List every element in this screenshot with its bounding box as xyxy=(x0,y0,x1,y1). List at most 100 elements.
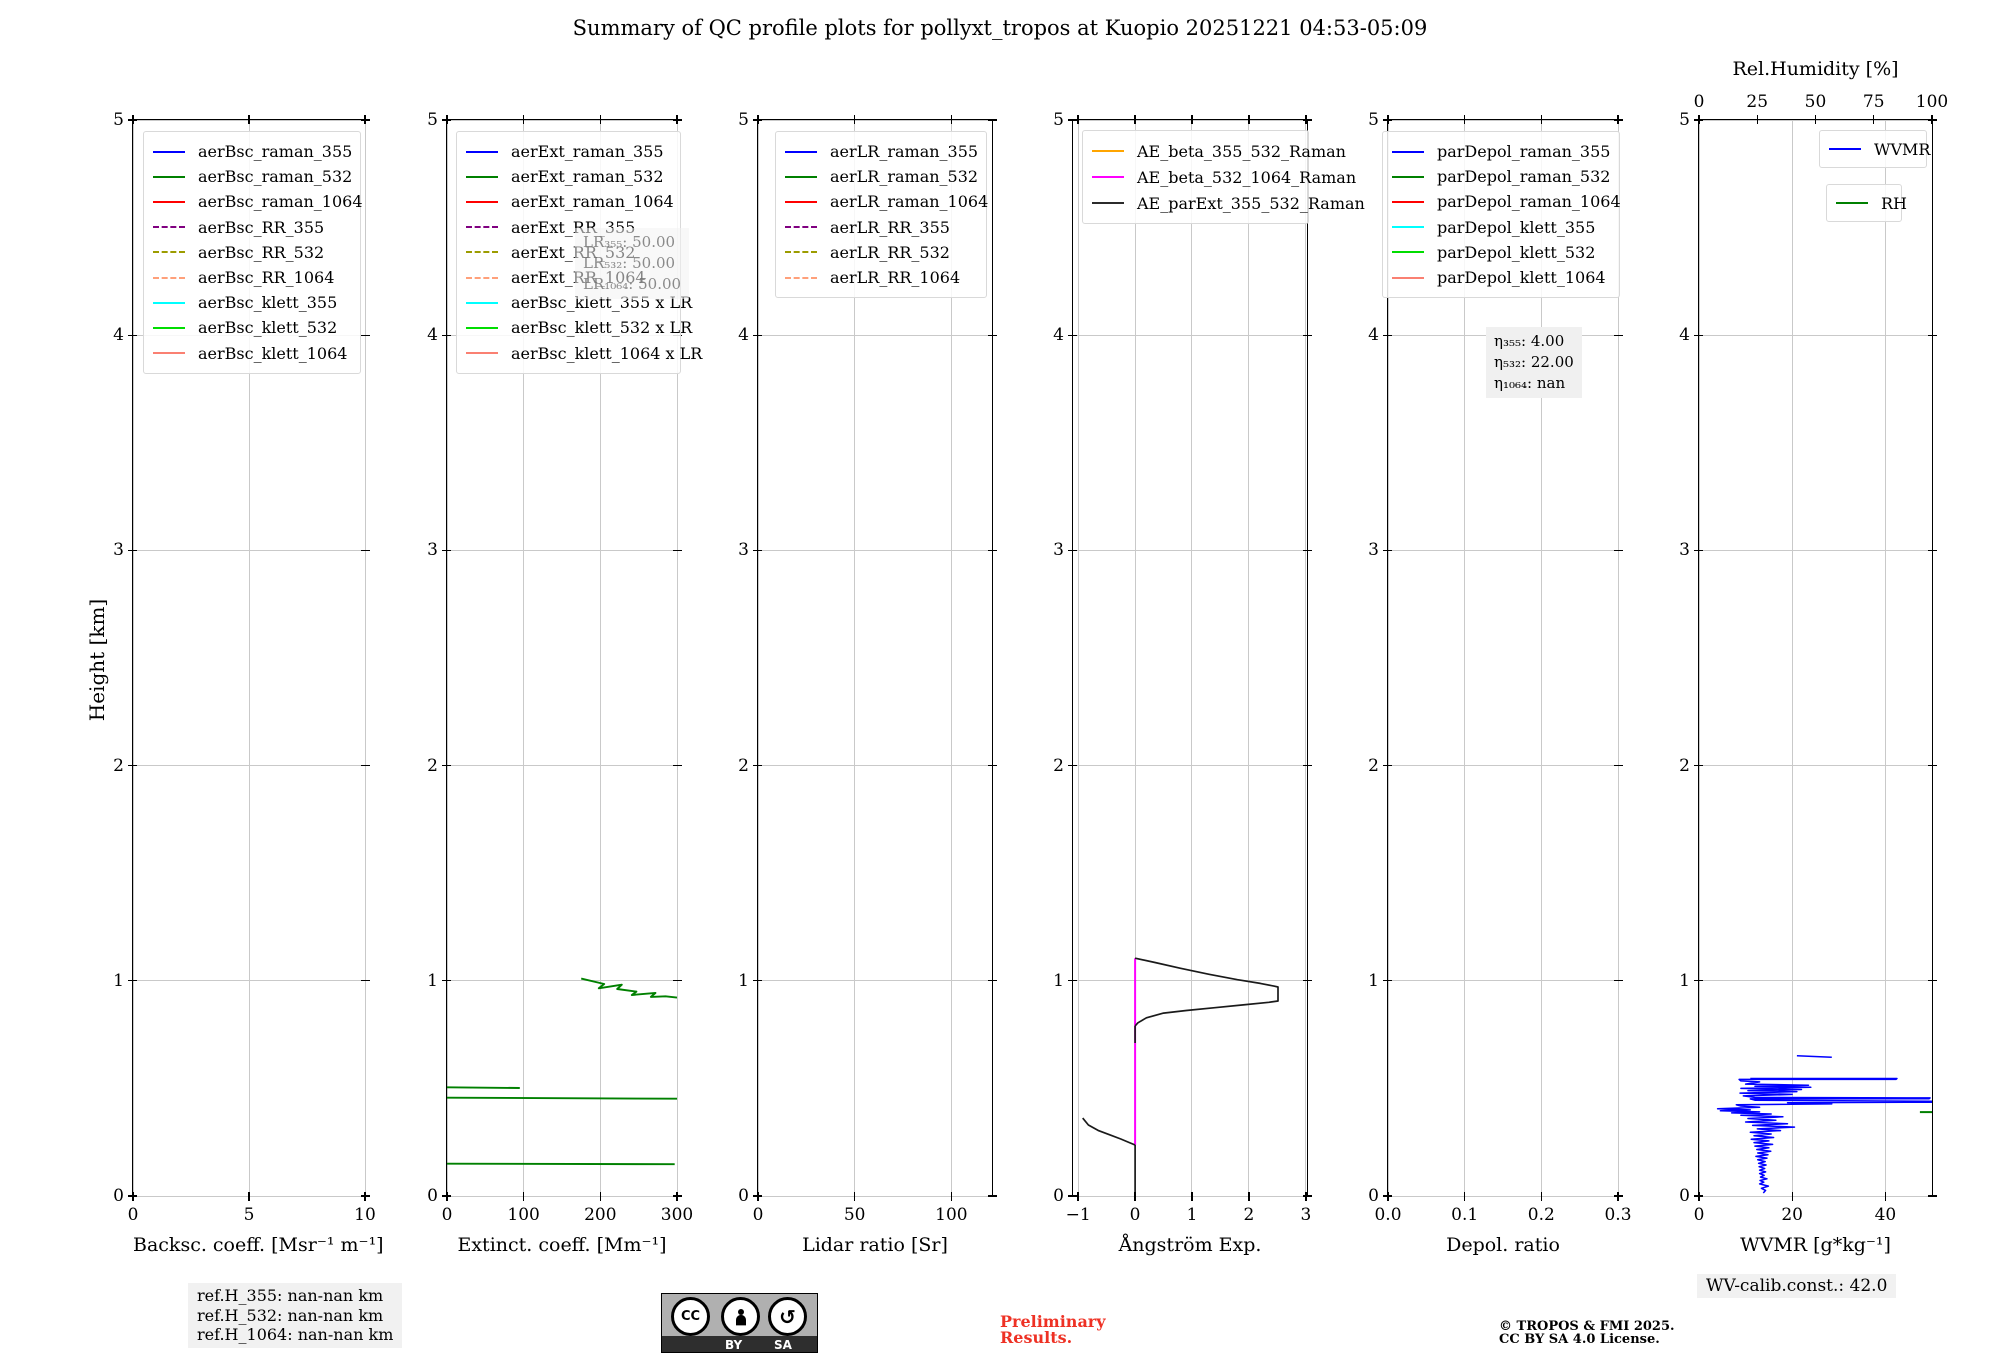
legend-entry-label: parDepol_raman_532 xyxy=(1437,167,1611,187)
y-tick-label: 4 xyxy=(738,325,749,346)
xlabel-backscatter: Backsc. coeff. [Msr⁻¹ m⁻¹] xyxy=(133,1234,384,1256)
x-tick-label: 0.0 xyxy=(1374,1205,1402,1225)
y-tick-mark xyxy=(1068,1195,1077,1197)
legend-entry: aerBsc_klett_532 xyxy=(153,315,351,340)
y-tick-mark xyxy=(1383,980,1392,982)
panel-wvmr: 0 20 40 0 1 2 3 4 5 WVMR [g*kg⁻¹] Rel.Humidity [%]… xyxy=(1679,58,1948,1256)
y-tick-mark xyxy=(753,1195,762,1197)
y-tick-mark xyxy=(1383,549,1392,552)
plot-area-extinction xyxy=(447,977,677,1166)
panel-lidar-ratio: 0 50 100 0 1 2 3 4 5 Lidar ratio [Sr] aerLR_raman_… xyxy=(738,110,997,1256)
y-tick-label: 4 xyxy=(1368,325,1379,346)
y-tick-label: 5 xyxy=(1368,110,1379,130)
gridline-y xyxy=(758,980,992,982)
y-tick-label: 5 xyxy=(1679,110,1690,130)
legend-entry: WVMR xyxy=(1829,138,1930,160)
panel-backscatter: 0 5 10 0 1 2 3 4 5 Backsc. coeff. [Msr⁻¹ m⁻¹] aerB… xyxy=(113,110,383,1256)
x-tick-label: 3 xyxy=(1300,1205,1312,1225)
solid-line-sample xyxy=(153,175,185,178)
ref-h-532: ref.H_532: nan-nan km xyxy=(197,1305,384,1325)
legend-entry: aerBsc_klett_355 xyxy=(153,290,351,315)
depol-calibration-constants: η₃₅₅: 4.00 η₅₃₂: 22.00 η₁₀₆₄: nan xyxy=(1486,327,1582,398)
top-tick-mark xyxy=(1191,115,1193,124)
legend-entry: aerBsc_raman_1064 xyxy=(153,189,363,214)
y-tick-mark xyxy=(1383,1195,1392,1197)
legend-entry-label: aerExt_raman_1064 xyxy=(511,192,674,212)
legend-entry: aerLR_raman_1064 xyxy=(785,189,988,214)
y-tick-mark xyxy=(1694,334,1703,336)
y-tick-mark-right xyxy=(1928,1195,1937,1197)
top-tick-label: 75 xyxy=(1862,92,1885,112)
y-tick-label: 3 xyxy=(113,540,124,561)
y-tick-label: 4 xyxy=(1053,325,1064,346)
y-tick-mark-right xyxy=(988,1195,997,1197)
legend-entry-label: parDepol_klett_532 xyxy=(1437,242,1596,262)
legend-entry-label: parDepol_klett_355 xyxy=(1437,217,1596,237)
y-tick-mark xyxy=(442,119,451,121)
annotation-line: η₅₃₂: 22.00 xyxy=(1494,353,1574,371)
series-AE_parExt_355_532_Raman xyxy=(1082,1117,1136,1146)
x-tick-mark xyxy=(1884,1192,1887,1201)
dashed-line-sample xyxy=(785,251,817,254)
y-tick-mark xyxy=(1694,1195,1703,1197)
y-tick-mark-right xyxy=(1614,1195,1623,1197)
x-tick-mark xyxy=(1191,1192,1193,1201)
top-tick-mark xyxy=(1464,115,1466,124)
series-WVMR xyxy=(1796,1054,1832,1058)
legend-entry: aerBsc_raman_355 xyxy=(153,139,352,164)
gridline-y xyxy=(1073,549,1307,551)
y-tick-label: 5 xyxy=(427,110,438,130)
y-tick-mark xyxy=(1068,549,1077,552)
solid-line-sample xyxy=(1836,202,1868,204)
legend-entry: aerExt_raman_355 xyxy=(466,139,671,164)
preliminary-results-note: Preliminary Results. xyxy=(1000,1312,1106,1347)
solid-line-sample xyxy=(1392,276,1424,279)
gridline-x xyxy=(364,120,366,1196)
y-tick-label: 2 xyxy=(427,755,438,776)
solid-line-sample xyxy=(1392,150,1424,153)
gridline-x xyxy=(132,120,134,1196)
gridline-y xyxy=(1699,980,1932,982)
legend-entry-label: parDepol_klett_1064 xyxy=(1437,268,1606,288)
legend-entry: aerExt_raman_1064 xyxy=(466,189,674,214)
solid-line-sample xyxy=(466,175,498,178)
y-tick-mark-right xyxy=(1303,1195,1312,1197)
solid-line-sample xyxy=(153,326,185,329)
panel-extinction: 0 100 200 300 0 1 2 3 4 5 Extinct. coeff. [Mm⁻¹] ae… xyxy=(427,110,702,1256)
legend-entry-label: RH xyxy=(1881,193,1907,213)
legend-entry-label: AE_parExt_355_532_Raman xyxy=(1137,193,1365,213)
dashed-line-sample xyxy=(153,251,185,254)
legend-entry: aerLR_RR_1064 xyxy=(785,265,977,290)
legend-entry: aerBsc_klett_1064 xyxy=(153,341,351,366)
y-tick-label: 0 xyxy=(738,1186,749,1206)
plot-area-wvmr xyxy=(1716,1054,1932,1194)
legend-entry-label: AE_beta_355_532_Raman xyxy=(1137,141,1346,161)
y-tick-label: 1 xyxy=(427,970,438,991)
legend-entry: parDepol_klett_1064 xyxy=(1392,265,1610,290)
x-tick-label: 0 xyxy=(752,1205,764,1225)
x-tick-mark xyxy=(1540,1192,1542,1201)
y-tick-mark-right xyxy=(988,334,997,336)
y-tick-label: 4 xyxy=(1679,325,1690,346)
gridline-x xyxy=(1540,120,1542,1196)
top-tick-mark xyxy=(950,115,953,124)
legend-entry-label: aerExt_raman_532 xyxy=(511,167,664,187)
gridline-x xyxy=(1191,120,1193,1196)
y-tick-label: 1 xyxy=(1368,970,1379,991)
gridline-x xyxy=(854,120,856,1196)
solid-line-sample xyxy=(466,326,498,329)
x-tick-label: 20 xyxy=(1781,1205,1804,1225)
x-tick-label: 0.1 xyxy=(1451,1205,1479,1225)
solid-line-sample xyxy=(153,352,185,355)
y-tick-mark-right xyxy=(1928,764,1937,767)
dashed-line-sample xyxy=(466,251,498,254)
gridline-y xyxy=(758,119,992,121)
solid-line-sample xyxy=(466,200,498,203)
y-tick-mark-right xyxy=(673,549,682,552)
y-tick-label: 3 xyxy=(1679,540,1690,561)
solid-line-sample xyxy=(1392,251,1424,254)
y-tick-mark-right xyxy=(1928,549,1937,552)
series-AE_parExt_355_532_Raman xyxy=(1134,957,1279,1027)
gridline-x xyxy=(1884,120,1886,1196)
annotation-line: LR₁₀₆₄: 50.00 xyxy=(583,275,682,293)
